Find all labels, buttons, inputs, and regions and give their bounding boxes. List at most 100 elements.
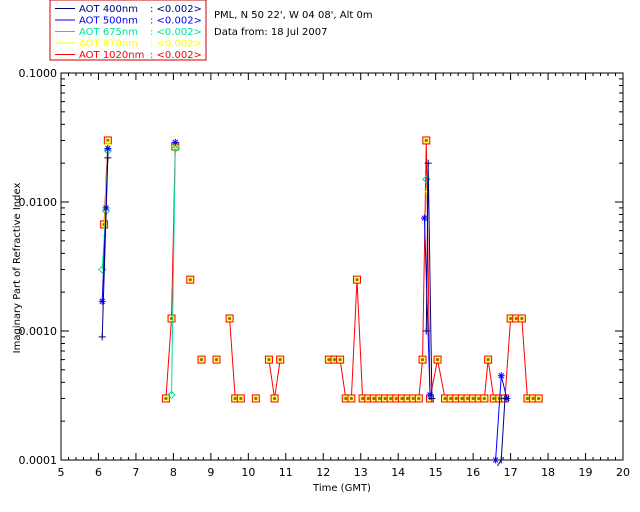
data-point-center (349, 396, 353, 401)
data-point (171, 144, 180, 153)
series-line (101, 157, 109, 337)
data-point-center (361, 396, 365, 401)
data-point-center (443, 396, 447, 401)
data-point-center (520, 316, 524, 321)
data-point-center (355, 278, 359, 282)
data-point (497, 456, 505, 464)
y-axis-label: Imaginary Part of Refractive Index (12, 183, 23, 354)
series-line (229, 318, 241, 399)
data-point-center (537, 396, 541, 401)
x-tick-label: 11 (279, 466, 293, 479)
data-point (171, 138, 179, 146)
data-point (501, 394, 509, 402)
x-tick-label: 8 (170, 466, 177, 479)
x-tick-label: 7 (132, 466, 139, 479)
legend-value: : <0.002> (150, 4, 202, 15)
data-point-center (477, 396, 481, 401)
data-point-center (465, 396, 470, 401)
data-point (104, 154, 112, 162)
series-aot-400nm (98, 154, 509, 467)
y-tick-label: 0.1000 (19, 67, 58, 80)
x-tick-label: 16 (466, 466, 480, 479)
legend-label: AOT 400nm (79, 4, 138, 15)
series-line (171, 148, 176, 395)
data-point-center (344, 396, 348, 401)
data-point-center (377, 396, 382, 401)
y-tick-label: 0.0001 (19, 454, 58, 467)
series-line (423, 218, 431, 395)
data-point (167, 390, 176, 400)
data-point-center (486, 358, 490, 362)
legend: AOT 400nm : <0.002> AOT 500nm : <0.002> AOT … (49, 0, 207, 61)
data-point-center (366, 396, 370, 401)
data-point-center (389, 396, 393, 401)
data-point (98, 333, 106, 341)
data-point-center (278, 358, 282, 362)
data-point (104, 144, 112, 152)
x-axis: 5 6 7 8 9 10 11 12 13 14 15 16 17 18 19 20 (58, 73, 630, 479)
x-tick-label: 12 (316, 466, 330, 479)
data-point-center (471, 396, 475, 401)
legend-value: : <0.002> (150, 16, 202, 27)
data-point (98, 297, 106, 305)
legend-value: : <0.002> (150, 39, 202, 50)
data-point-center (531, 396, 535, 401)
x-tick-label: 9 (207, 466, 214, 479)
legend-value: : <0.002> (150, 27, 202, 38)
data-point-center (449, 396, 453, 401)
series-aot-675nm (98, 144, 431, 400)
series-aot-870nm (100, 140, 430, 239)
x-tick-label: 10 (241, 466, 255, 479)
series-aot-1020nm (100, 136, 543, 403)
data-point-center (254, 396, 258, 401)
data-point-center (400, 396, 404, 401)
data-point-center (332, 358, 337, 362)
data-point-center (454, 396, 458, 401)
data-point-center (405, 396, 410, 401)
site-line: PML, N 50 22', W 04 08', Alt 0m (214, 10, 373, 21)
legend-value: : <0.002> (150, 50, 202, 61)
series-aot-500nm (98, 138, 511, 464)
data-point-center (239, 396, 243, 401)
data-point (428, 394, 436, 402)
data-point-center (228, 316, 232, 321)
series-line (268, 359, 281, 399)
legend-label: AOT 675nm (79, 27, 138, 38)
x-tick-label: 20 (616, 466, 630, 479)
data-point-center (267, 358, 271, 362)
legend-label: AOT 500nm (79, 16, 138, 27)
data-point (497, 372, 505, 380)
data-point-center (372, 396, 376, 401)
plot-frame (60, 72, 624, 461)
data-point-center (327, 358, 331, 362)
data-point-center (214, 358, 219, 362)
legend-label: AOT 870nm (79, 39, 138, 50)
x-tick-label: 18 (541, 466, 555, 479)
x-tick-label: 17 (504, 466, 518, 479)
x-tick-label: 13 (354, 466, 368, 479)
data-point-center (164, 396, 168, 401)
data-point-center (272, 396, 277, 401)
data-point-center (188, 278, 192, 282)
y-tick-label: 0.0100 (19, 196, 58, 209)
data-point-center (514, 316, 518, 321)
data-point (424, 159, 432, 167)
x-tick-label: 14 (391, 466, 405, 479)
x-tick-label: 5 (58, 466, 65, 479)
data-point-center (417, 396, 421, 401)
series-layer (98, 136, 543, 467)
data-point-center (106, 138, 110, 143)
x-tick-label: 15 (429, 466, 443, 479)
date-line: Data from: 18 Jul 2007 (214, 27, 327, 38)
data-point (420, 214, 428, 222)
data-point-center (420, 358, 425, 362)
data-point-center (525, 396, 530, 401)
data-point-center (492, 396, 496, 401)
data-point-center (435, 358, 440, 362)
data-point-center (411, 396, 415, 401)
series-line (495, 375, 508, 461)
data-point-center (338, 358, 342, 362)
data-point (422, 327, 430, 335)
data-point-center (509, 316, 513, 321)
x-axis-label: Time (GMT) (312, 483, 371, 494)
